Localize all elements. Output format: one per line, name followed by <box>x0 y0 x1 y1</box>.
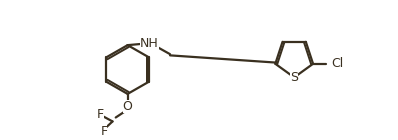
Text: S: S <box>290 71 298 84</box>
Text: NH: NH <box>140 37 159 50</box>
Text: F: F <box>100 125 107 138</box>
Text: Cl: Cl <box>331 57 343 70</box>
Text: F: F <box>97 108 104 121</box>
Text: O: O <box>123 100 133 113</box>
